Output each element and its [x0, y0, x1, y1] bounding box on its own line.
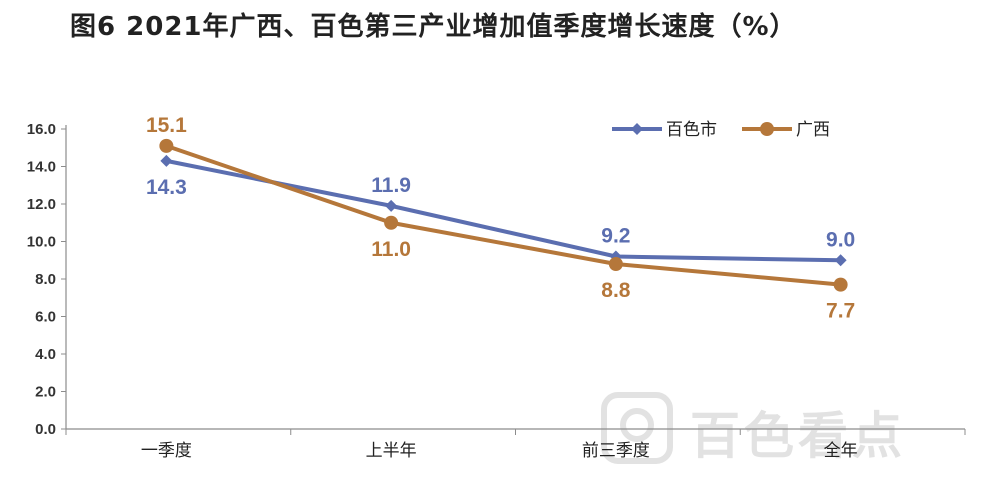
x-tick-label: 上半年 [366, 441, 417, 461]
data-label: 15.1 [146, 114, 187, 137]
legend-label: 广西 [796, 120, 830, 140]
chart-data-labels: 14.3 11.9 9.2 9.0 15.1 11.0 8.8 7.7 [146, 114, 855, 323]
watermark: 百色看点 [601, 392, 906, 465]
chart-legend: 百色市 广西 [612, 120, 830, 140]
data-label: 9.2 [601, 225, 630, 248]
data-point-marker [160, 154, 173, 167]
chart-axes: 0.0 2.0 4.0 6.0 8.0 10.0 12.0 14.0 16.0 一季度 上半年 前三季… [27, 121, 966, 461]
watermark-text: 百色看点 [690, 407, 906, 465]
y-tick-label: 0.0 [35, 421, 56, 438]
chart-series [159, 138, 848, 292]
watermark-logo-icon [601, 392, 673, 464]
x-tick-label: 一季度 [141, 441, 192, 461]
watermark-eye-icon [620, 408, 654, 442]
data-point-marker [384, 215, 399, 230]
series-line-1 [164, 143, 843, 287]
y-tick-label: 16.0 [27, 121, 56, 138]
y-tick-label: 6.0 [35, 309, 56, 326]
data-point-marker [159, 138, 174, 153]
data-point-marker [834, 254, 847, 267]
data-point-marker [833, 277, 848, 292]
y-tick-label: 12.0 [27, 196, 56, 213]
x-tick-label: 前三季度 [582, 441, 650, 461]
legend-label: 百色市 [666, 120, 717, 140]
y-tick-label: 4.0 [35, 346, 56, 363]
data-point-marker [385, 199, 398, 212]
legend-marker [760, 122, 774, 136]
data-label: 9.0 [826, 228, 855, 251]
data-label: 7.7 [826, 300, 855, 323]
x-tick-label: 全年 [824, 441, 858, 461]
chart-title: 图6 2021年广西、百色第三产业增加值季度增长速度（%） [70, 12, 797, 42]
data-label: 11.0 [371, 238, 411, 261]
data-label: 14.3 [146, 176, 187, 199]
legend-marker [631, 123, 643, 135]
y-tick-label: 8.0 [35, 271, 56, 288]
data-label: 8.8 [601, 279, 631, 302]
data-label: 11.9 [371, 174, 411, 197]
y-tick-label: 10.0 [27, 234, 56, 251]
y-tick-label: 14.0 [27, 159, 56, 176]
y-tick-label: 2.0 [35, 384, 56, 401]
data-point-marker [608, 257, 623, 271]
